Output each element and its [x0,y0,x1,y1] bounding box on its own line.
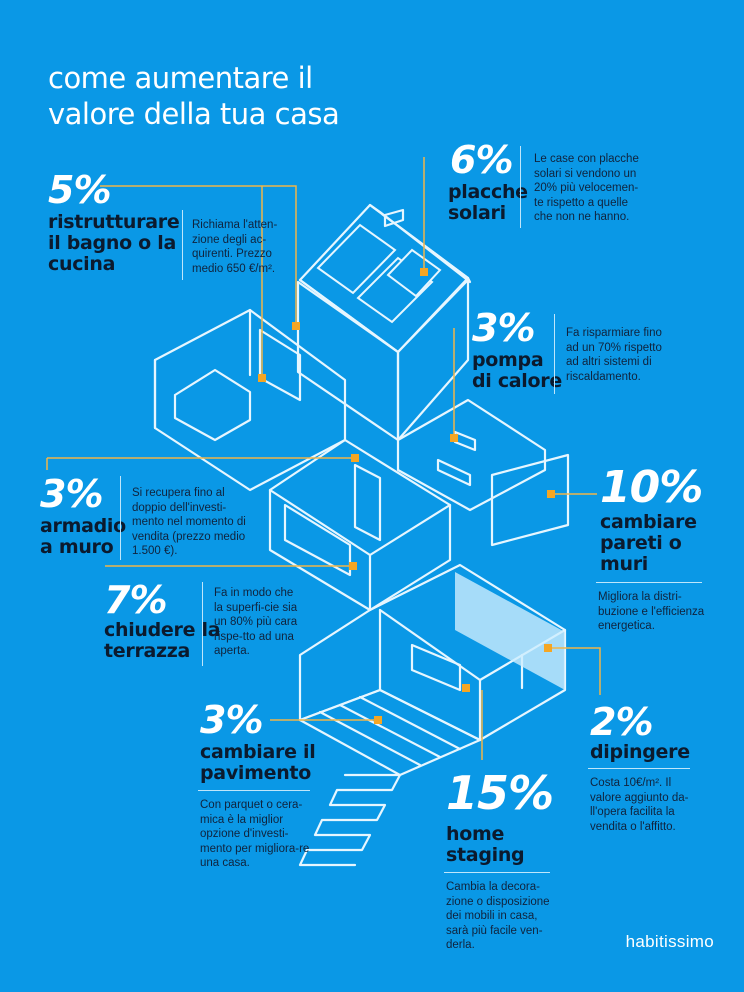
desc-dipingere: Costa 10€/m². Il valore aggiunto da-ll'o… [590,777,689,833]
pct-armadio: 3% [40,472,104,516]
wall-panel [490,453,570,547]
pct-dipingere: 2% [590,700,654,744]
label-pavimento: cambiare il pavimento [200,741,316,784]
pct-pavimento: 3% [200,698,264,742]
divider [588,768,690,769]
divider [520,146,521,228]
divider [202,582,203,666]
divider [120,476,121,560]
label-bagno: ristrutturare il bagno o la cucina [48,211,180,275]
desc-pavimento: Con parquet o cera-mica è la miglior opz… [200,799,310,869]
divider [554,314,555,394]
label-terrazza: chiudere la terrazza [104,619,221,662]
desc-pompa: Fa risparmiare fino ad un 70% rispetto a… [566,327,662,383]
label-staging: home staging [446,823,525,866]
page-title: come aumentare il valore della tua casa [48,61,340,131]
divider [444,872,550,873]
pct-terrazza: 7% [104,578,168,622]
divider [596,582,702,583]
label-dipingere: dipingere [590,741,690,763]
desc-solari: Le case con placche solari si vendono un… [534,153,639,223]
divider [198,790,310,791]
desc-staging: Cambia la decora-zione o disposizione de… [446,881,550,951]
label-solari: placche solari [448,181,528,224]
label-armadio: armadio a muro [40,515,126,558]
pct-solari: 6% [450,138,514,182]
pct-pareti: 10% [600,462,703,513]
brand-logo: habitissimo [625,932,714,951]
pct-staging: 15% [446,766,554,820]
desc-terrazza: Fa in modo che la superfi-cie sia un 80%… [214,587,298,657]
desc-pareti: Migliora la distri-buzione e l'efficienz… [598,591,705,632]
pct-bagno: 5% [48,168,112,212]
desc-bagno: Richiama l'atten-zione degli ac-quirenti… [192,219,278,275]
middle-room [268,438,452,612]
label-pompa: pompa di calore [472,349,562,392]
parquet-floor [298,688,482,777]
label-pareti: cambiare pareti o muri [600,511,697,575]
desc-armadio: Si recupera fino al doppio dell'investi-… [132,487,246,557]
pct-pompa: 3% [472,306,536,350]
stairs [298,773,402,867]
divider [182,210,183,280]
tv-frame [410,643,462,692]
radiator-room [396,398,547,512]
